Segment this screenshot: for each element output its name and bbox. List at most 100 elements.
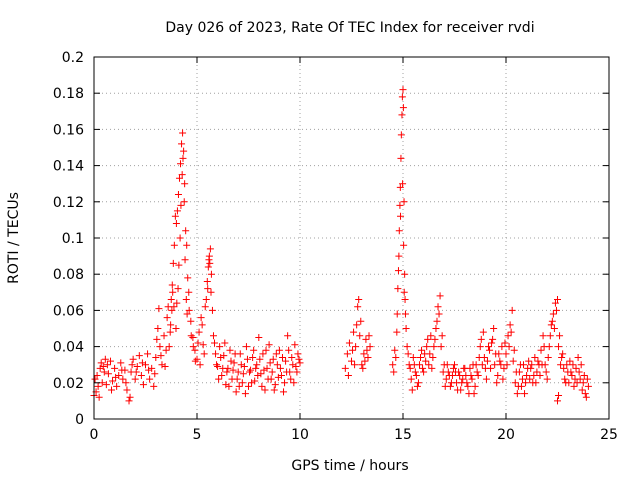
data-point (449, 364, 457, 372)
data-point (583, 375, 591, 383)
data-point (394, 285, 402, 293)
data-point (363, 346, 371, 354)
data-point (176, 234, 184, 242)
data-point (108, 386, 116, 394)
data-point (200, 350, 208, 358)
data-point (266, 359, 274, 367)
data-point (248, 379, 256, 387)
data-point (193, 355, 201, 363)
data-point (479, 328, 487, 336)
data-point (478, 361, 486, 369)
data-point (497, 361, 505, 369)
data-point (135, 352, 143, 360)
data-point (454, 386, 462, 394)
data-point (429, 353, 437, 361)
data-point (207, 288, 215, 296)
data-point (499, 375, 507, 383)
data-point (561, 375, 569, 383)
data-point (569, 361, 577, 369)
data-point (534, 357, 542, 365)
data-point (212, 350, 220, 358)
data-point (198, 321, 206, 329)
data-point (533, 368, 541, 376)
data-point (472, 361, 480, 369)
data-point (296, 359, 304, 367)
data-point (572, 364, 580, 372)
data-point (142, 361, 149, 369)
data-point (185, 306, 193, 314)
data-point (458, 379, 466, 387)
y-axis-tick-labels: 0 0.02 0.04 0.06 0.08 0.1 0.12 0.14 0.16 0.18 0.2 (53, 50, 84, 428)
data-point (343, 350, 351, 358)
data-point (430, 343, 438, 351)
data-point (151, 370, 159, 378)
data-point (202, 296, 210, 304)
data-point (156, 343, 164, 351)
data-point (515, 368, 523, 376)
data-point (579, 379, 587, 387)
data-point (216, 343, 224, 351)
data-point (484, 343, 492, 351)
data-point (185, 288, 193, 296)
data-point (247, 366, 255, 374)
data-point (231, 350, 239, 358)
data-point (165, 343, 173, 351)
data-point (500, 364, 508, 372)
data-point (251, 377, 259, 385)
y-tick-label: 0 (75, 412, 84, 428)
data-point (180, 198, 188, 206)
data-point (434, 303, 442, 311)
data-point (394, 267, 402, 275)
data-point (278, 353, 286, 361)
data-point (235, 382, 243, 390)
chart-title: Day 026 of 2023, Rate Of TEC Index for r… (165, 20, 534, 36)
data-point (477, 335, 485, 343)
data-point (559, 350, 567, 358)
data-point (145, 366, 153, 374)
data-point (494, 372, 502, 380)
data-point (222, 381, 230, 389)
data-point (513, 390, 521, 398)
data-point (501, 339, 509, 347)
data-point (571, 375, 579, 383)
data-point (177, 160, 185, 168)
data-point (443, 361, 451, 369)
data-point (106, 357, 114, 365)
data-point (182, 227, 190, 235)
data-point (525, 357, 533, 365)
data-point (464, 382, 472, 390)
data-point (495, 350, 503, 358)
data-point (265, 341, 273, 349)
data-point (189, 334, 197, 342)
data-point (100, 368, 108, 376)
data-point (427, 332, 435, 340)
data-point (181, 256, 189, 264)
data-point (277, 372, 285, 380)
data-point (558, 353, 566, 361)
data-point (393, 328, 401, 336)
data-point (175, 261, 183, 269)
data-point (505, 343, 513, 351)
data-point (122, 379, 130, 387)
data-point (570, 382, 578, 390)
data-point (199, 341, 207, 349)
data-point (158, 361, 166, 369)
data-point (360, 350, 368, 358)
data-point (191, 357, 199, 365)
data-point (488, 339, 496, 347)
data-point (182, 296, 190, 304)
data-point (173, 207, 181, 215)
data-point (234, 368, 242, 376)
data-point (206, 259, 214, 267)
data-point (281, 379, 289, 387)
data-point (480, 353, 488, 361)
data-point (470, 390, 478, 398)
data-point (204, 285, 212, 293)
data-point (99, 363, 107, 371)
data-point (550, 325, 558, 332)
data-point (504, 332, 512, 340)
data-point (509, 357, 517, 365)
data-point (397, 131, 405, 139)
data-point (399, 180, 407, 188)
data-point (169, 288, 177, 296)
